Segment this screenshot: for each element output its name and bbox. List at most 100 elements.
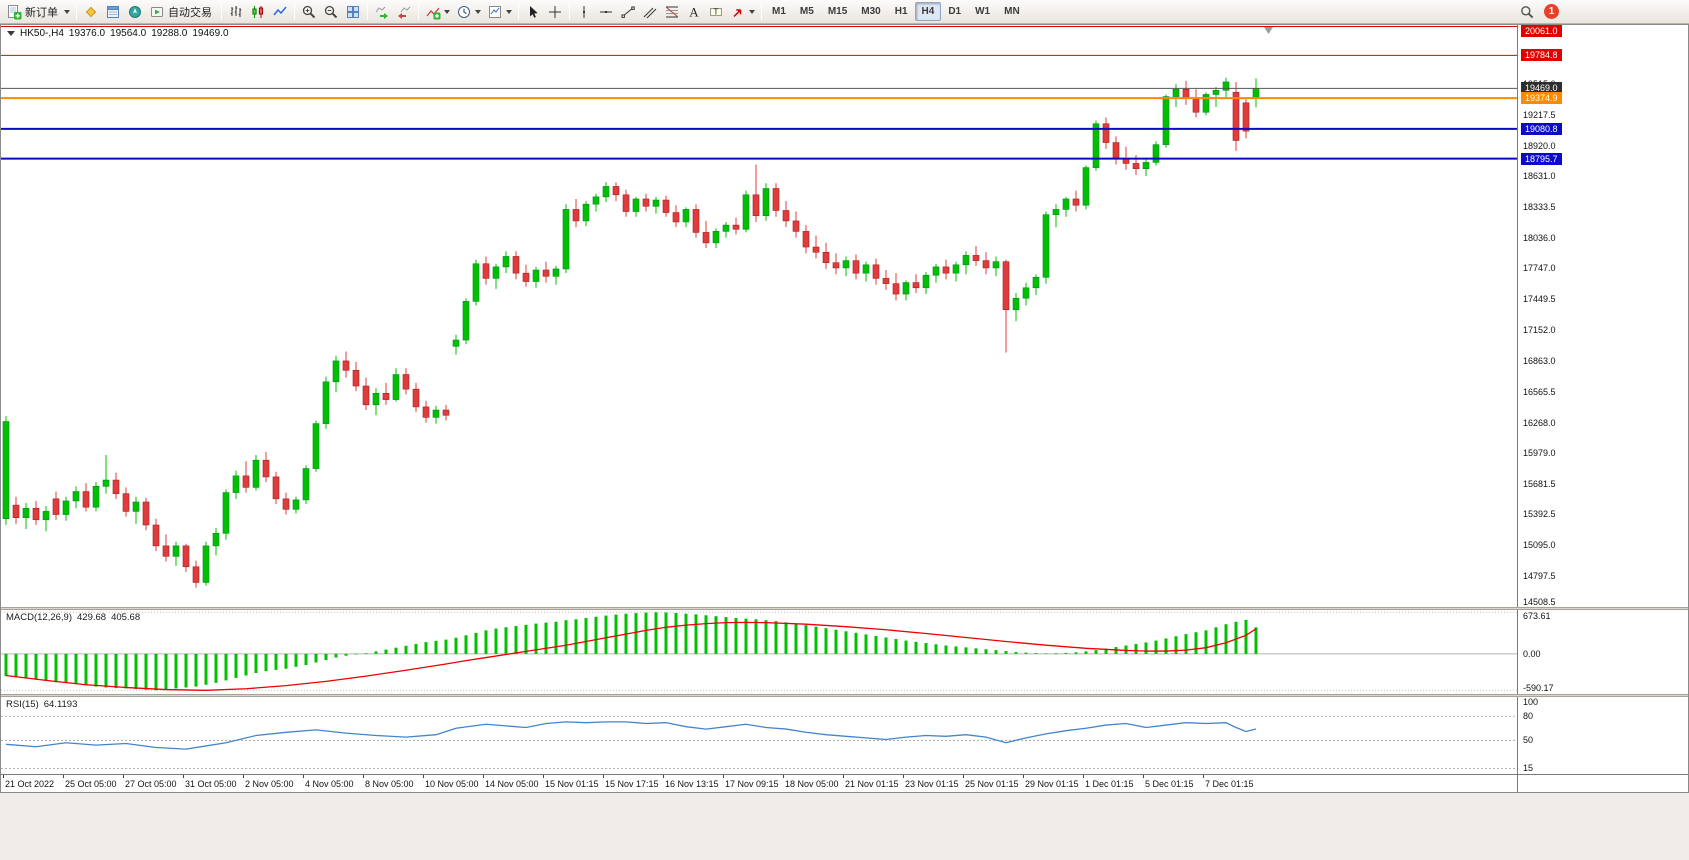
candle [1112, 136, 1120, 165]
price-axis-label: 16565.5 [1523, 386, 1556, 397]
panel-splitter[interactable] [1, 607, 1688, 610]
text-button[interactable]: A [683, 2, 705, 22]
auto-scroll-button[interactable] [371, 2, 393, 22]
time-axis-label: 25 Nov 01:15 [965, 779, 1019, 789]
candle [472, 259, 480, 306]
one-click-trading-toggle-icon[interactable] [7, 31, 15, 36]
time-axis-tick [843, 775, 844, 778]
candle [212, 528, 220, 556]
navigator-button[interactable] [124, 2, 146, 22]
macd-name: MACD(12,26,9) [6, 612, 72, 623]
time-axis[interactable]: 21 Oct 2022 25 Oct 05:00 27 Oct 05:00 31 Oc… [1, 775, 1518, 792]
price-axis-label: 15681.5 [1523, 479, 1556, 490]
templates-button[interactable] [484, 2, 515, 22]
zoom-out-button[interactable] [320, 2, 342, 22]
bottom-spacer [0, 793, 1689, 860]
timeframe-h4-button[interactable]: H4 [914, 2, 942, 21]
candle [372, 388, 380, 416]
candle [1042, 211, 1050, 284]
svg-text:T: T [714, 7, 719, 16]
cursor-button[interactable] [522, 2, 544, 22]
zoom-out-icon [323, 4, 339, 20]
rsi-panel[interactable]: RSI(15) 64.1193 [1, 697, 1518, 774]
bar-chart-button[interactable] [225, 2, 247, 22]
notification-badge[interactable]: 1 [1544, 4, 1559, 19]
caret-down-icon [444, 9, 450, 14]
candle [142, 497, 150, 531]
periods-button[interactable] [453, 2, 484, 22]
time-axis-label: 17 Nov 09:15 [725, 779, 779, 789]
toolbar-separator [761, 3, 762, 20]
time-axis-label: 29 Nov 01:15 [1025, 779, 1079, 789]
candlestick-canvas[interactable] [1, 25, 1517, 607]
candle [422, 400, 430, 423]
candle [1142, 159, 1150, 176]
price-level-label: 19469.0 [1521, 82, 1562, 95]
time-axis-tick [783, 775, 784, 778]
candle [62, 496, 70, 521]
candle [1242, 97, 1250, 139]
panel-splitter[interactable] [1, 694, 1688, 697]
candle [402, 368, 410, 395]
candle [492, 263, 500, 289]
candle [202, 541, 210, 586]
timeframe-m30-button[interactable]: M30 [861, 6, 881, 17]
timeframe-h1-button[interactable]: H1 [894, 6, 908, 17]
candle [752, 164, 760, 222]
candle [912, 274, 920, 294]
autotrading-button[interactable]: 自动交易 [146, 2, 218, 22]
time-axis-label: 2 Nov 05:00 [245, 779, 294, 789]
timeframe-m15-button[interactable]: M15 [827, 6, 848, 17]
horizontal-line-button[interactable] [595, 2, 617, 22]
new-order-button[interactable]: 新订单 [3, 2, 73, 22]
indicators-button[interactable] [422, 2, 453, 22]
zoom-in-button[interactable] [298, 2, 320, 22]
candle [742, 190, 750, 233]
time-axis-label: 14 Nov 05:00 [485, 779, 539, 789]
toolbar-separator [221, 3, 222, 20]
candle [1102, 117, 1110, 149]
candle [612, 182, 620, 202]
fibonacci-button[interactable] [661, 2, 683, 22]
candle [312, 420, 320, 472]
line-chart-button[interactable] [269, 2, 291, 22]
chart-shift-button[interactable] [393, 2, 415, 22]
channel-button[interactable] [639, 2, 661, 22]
vertical-line-button[interactable] [573, 2, 595, 22]
trendline-button[interactable] [617, 2, 639, 22]
time-axis-tick [123, 775, 124, 778]
market-watch-button[interactable] [80, 2, 102, 22]
time-axis-label: 15 Nov 17:15 [605, 779, 659, 789]
price-axis[interactable]: 19515.019217.518920.018631.018333.518036… [1518, 25, 1688, 607]
search-button[interactable] [1516, 2, 1538, 22]
rsi-axis[interactable]: 100 80 50 15 [1518, 697, 1688, 774]
text-label-button[interactable]: T [705, 2, 727, 22]
autotrading-label: 自动交易 [168, 6, 212, 19]
candle [1172, 84, 1180, 108]
price-level-label: 20061.0 [1521, 25, 1562, 37]
rsi-canvas[interactable] [1, 697, 1517, 774]
macd-axis[interactable]: 673.61 0.00 -590.17 [1518, 610, 1688, 694]
macd-panel[interactable]: MACD(12,26,9) 429.68 405.68 [1, 610, 1518, 694]
macd-label: MACD(12,26,9) 429.68 405.68 [6, 612, 140, 623]
time-axis-label: 21 Nov 01:15 [845, 779, 899, 789]
candle [772, 183, 780, 217]
timeframe-d1-button[interactable]: D1 [948, 6, 962, 17]
candle [1022, 282, 1030, 306]
arrows-button[interactable] [727, 2, 758, 22]
chart-shift-marker[interactable] [1264, 27, 1273, 34]
main-chart-plot[interactable]: HK50-,H4 19376.0 19564.0 19288.0 19469.0 [1, 25, 1518, 607]
time-axis-label: 27 Oct 05:00 [125, 779, 177, 789]
candlestick-chart-button[interactable] [247, 2, 269, 22]
data-window-button[interactable] [102, 2, 124, 22]
tile-windows-button[interactable] [342, 2, 364, 22]
candle [1162, 94, 1170, 148]
macd-canvas[interactable] [1, 610, 1517, 694]
timeframe-w1-button[interactable]: W1 [975, 6, 991, 17]
timeframe-mn-button[interactable]: MN [1004, 6, 1020, 17]
timeframe-m5-button[interactable]: M5 [799, 6, 814, 17]
candle [1182, 80, 1190, 105]
crosshair-button[interactable] [544, 2, 566, 22]
candle [232, 470, 240, 499]
timeframe-m1-button[interactable]: M1 [772, 6, 786, 17]
